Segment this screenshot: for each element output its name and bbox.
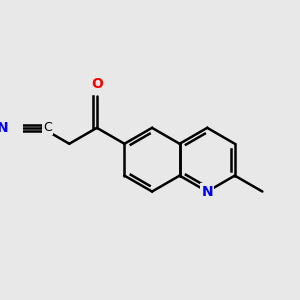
Text: N: N [0,121,8,135]
Text: O: O [91,77,103,91]
Text: N: N [201,184,213,199]
Text: C: C [43,121,52,134]
